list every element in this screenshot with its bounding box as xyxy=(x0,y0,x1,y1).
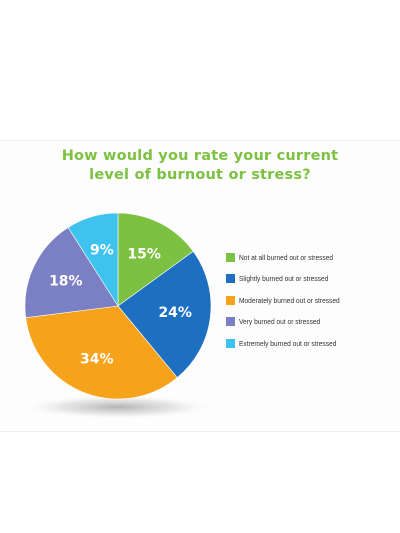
legend-swatch xyxy=(226,317,235,326)
slice-value-label: 24% xyxy=(158,305,192,321)
legend-label: Moderately burned out or stressed xyxy=(239,295,340,305)
legend-label: Very burned out or stressed xyxy=(239,317,321,326)
legend-label: Not at all burned out or stressed xyxy=(239,252,334,262)
slice-value-label: 15% xyxy=(127,247,161,263)
pie-labels: 15% 24% 34% 18% 9% xyxy=(49,243,192,368)
legend-label: Extremely burned out or stressed xyxy=(239,338,337,348)
pie-slice xyxy=(117,250,212,379)
legend-item: Not at all burned out or stressed xyxy=(226,252,396,262)
legend-label: Slightly burned out or stressed xyxy=(239,274,329,283)
chart-title: How would you rate your current level of… xyxy=(20,147,380,185)
legend-swatch xyxy=(226,295,235,305)
slice-value-label: 9% xyxy=(90,243,114,259)
legend-swatch xyxy=(226,252,235,262)
pie-slice xyxy=(25,305,178,400)
legend: Not at all burned out or stressed Slight… xyxy=(226,252,396,360)
legend-swatch xyxy=(226,274,235,283)
legend-item: Very burned out or stressed xyxy=(226,317,396,327)
slice-value-label: 18% xyxy=(49,273,83,289)
chart-title-line-1: How would you rate your current xyxy=(61,148,339,164)
pie-slice xyxy=(117,212,194,307)
slice-value-label: 34% xyxy=(80,352,114,368)
legend-item: Moderately burned out or stressed xyxy=(226,295,396,305)
legend-item: Extremely burned out or stressed xyxy=(226,338,396,348)
pie-slices xyxy=(24,212,212,400)
legend-item: Slightly burned out or stressed xyxy=(226,274,396,284)
pie-shadow xyxy=(22,395,214,419)
legend-swatch xyxy=(226,338,235,348)
pie-slice xyxy=(67,212,119,308)
pie-slice xyxy=(24,227,119,318)
chart-title-line-2: level of burnout or stress? xyxy=(89,167,311,183)
